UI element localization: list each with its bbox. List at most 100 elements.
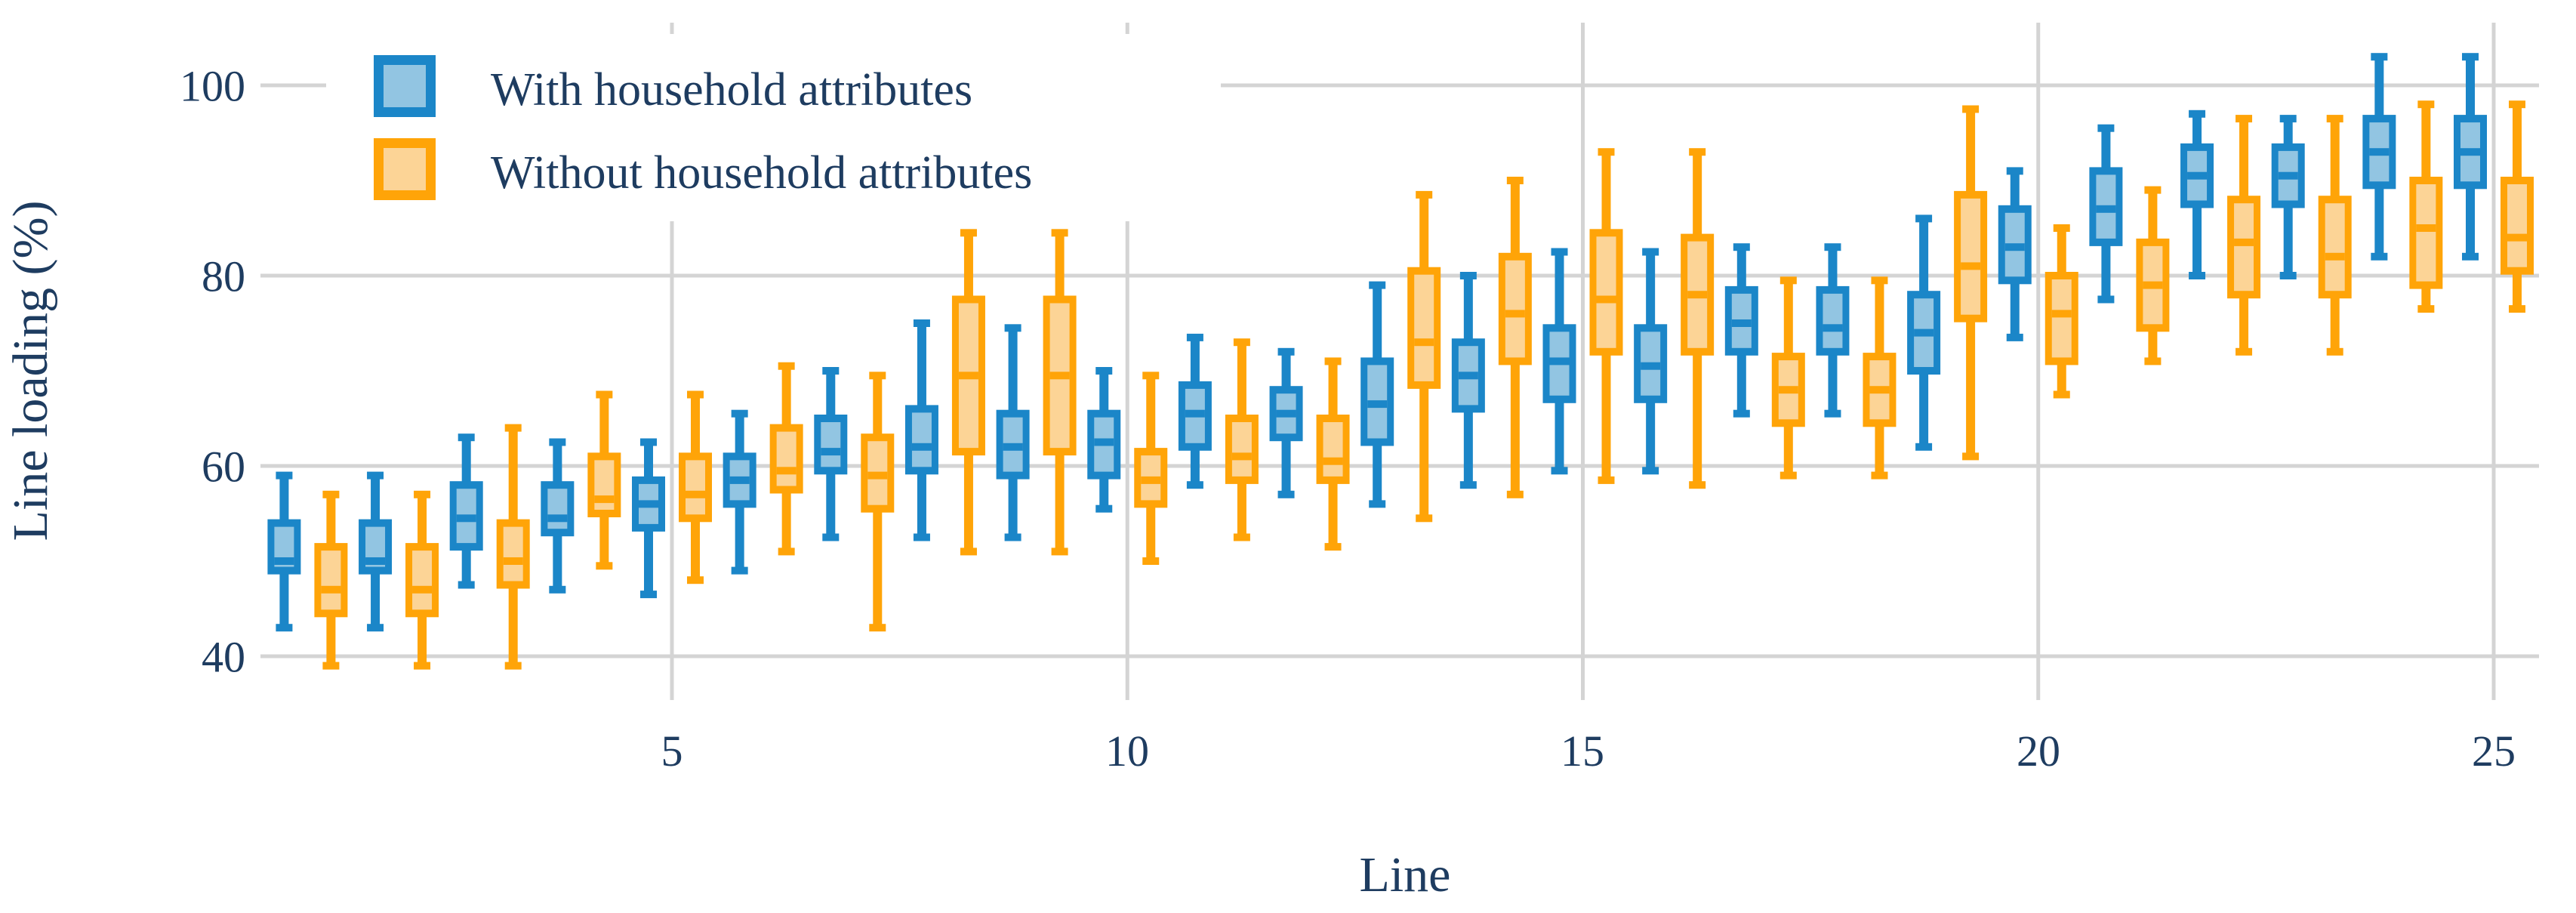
upper-cap — [1962, 105, 1980, 113]
median-line — [456, 514, 476, 523]
box-blue-line-21 — [2089, 124, 2123, 304]
upper-cap — [2144, 186, 2162, 194]
lower-cap — [1689, 481, 1706, 489]
y-axis-title: Line loading (%) — [3, 201, 58, 541]
x-tick-25: 25 — [2472, 726, 2516, 776]
upper-cap — [1186, 333, 1203, 341]
median-line — [1414, 338, 1434, 347]
box-blue-line-1 — [267, 471, 301, 632]
lower-whisker — [599, 514, 609, 566]
box-blue-line-5 — [632, 438, 665, 599]
y-axis: 100 80 60 40 Line loading (%) — [3, 61, 245, 681]
box-blue-line-6 — [723, 409, 756, 575]
lower-whisker — [1875, 423, 1884, 476]
lower-whisker — [1783, 423, 1793, 476]
box-orange-line-5 — [679, 390, 712, 585]
lower-whisker — [873, 508, 883, 628]
lower-cap — [1004, 533, 1021, 541]
median-line — [274, 557, 294, 565]
lower-cap — [1324, 543, 1342, 551]
upper-cap — [1095, 367, 1113, 375]
upper-whisker — [2148, 190, 2158, 242]
median-line — [1505, 310, 1525, 318]
lower-cap — [1142, 557, 1160, 565]
lower-cap — [778, 547, 795, 556]
h-gridline-80 — [260, 273, 2539, 278]
box-fill — [321, 551, 341, 610]
box-blue-line-9 — [996, 324, 1030, 541]
median-line — [1367, 400, 1388, 409]
box-blue-line-25 — [2454, 53, 2487, 261]
upper-whisker — [1783, 280, 1793, 357]
box-blue-line-7 — [814, 367, 848, 541]
upper-cap — [2509, 100, 2525, 109]
x-tick-20: 20 — [2017, 726, 2060, 776]
median-line — [2187, 171, 2208, 180]
lower-whisker — [735, 504, 744, 571]
upper-cap — [1369, 281, 1386, 289]
lower-cap — [869, 624, 886, 632]
upper-whisker — [599, 394, 609, 457]
upper-cap — [822, 367, 840, 375]
box-orange-line-6 — [769, 362, 803, 556]
upper-cap — [1551, 248, 1568, 256]
box-orange-line-7 — [861, 372, 895, 632]
lower-whisker — [553, 532, 562, 590]
upper-whisker — [1693, 152, 1702, 238]
upper-cap — [1733, 243, 1750, 251]
lower-whisker — [1555, 399, 1564, 471]
lower-whisker — [1008, 475, 1018, 538]
upper-whisker — [2101, 128, 2111, 171]
lower-cap — [913, 533, 930, 541]
median-line — [1869, 386, 1890, 394]
median-line — [2460, 148, 2480, 156]
upper-whisker — [644, 442, 653, 480]
box-orange-line-14 — [1498, 177, 1532, 498]
v-gridline-10 — [1125, 23, 1129, 700]
upper-cap — [2279, 115, 2297, 123]
upper-cap — [458, 433, 475, 442]
upper-whisker — [1736, 247, 1746, 290]
upper-cap — [1233, 338, 1250, 347]
lower-cap — [1051, 547, 1068, 556]
box-orange-line-9 — [1043, 229, 1077, 556]
y-tick-80: 80 — [202, 251, 245, 301]
box-fill — [1505, 260, 1525, 358]
upper-cap — [1915, 214, 1933, 223]
upper-cap — [1779, 276, 1797, 285]
lower-whisker — [2010, 280, 2020, 338]
h-gridline-100 — [260, 83, 2539, 88]
median-line — [1458, 372, 1478, 380]
legend: With household attributes Without househ… — [326, 34, 1221, 221]
lower-cap — [504, 662, 522, 670]
lower-cap — [1598, 476, 1615, 484]
upper-whisker — [2239, 119, 2249, 200]
upper-cap — [2236, 115, 2253, 123]
median-line — [2369, 148, 2390, 156]
upper-whisker — [2283, 119, 2293, 147]
x-axis-title: Line — [1360, 847, 1451, 902]
lower-whisker — [279, 570, 289, 628]
upper-whisker — [1237, 342, 1246, 418]
lower-whisker — [1919, 371, 1929, 447]
upper-cap — [1277, 347, 1295, 356]
x-tick-5: 5 — [661, 726, 683, 776]
box-blue-line-4 — [541, 438, 575, 594]
legend-swatch-blue-fill — [384, 65, 426, 107]
upper-whisker — [917, 323, 926, 409]
box-orange-line-10 — [1134, 372, 1168, 565]
legend-background — [326, 34, 1221, 221]
box-fill — [1414, 274, 1434, 381]
lower-whisker — [1281, 437, 1291, 495]
median-line — [1323, 457, 1343, 465]
lower-whisker — [1693, 351, 1702, 486]
upper-cap — [414, 490, 431, 498]
median-line — [1094, 438, 1114, 446]
lower-whisker — [917, 470, 926, 538]
upper-whisker — [371, 475, 381, 523]
upper-whisker — [1055, 233, 1065, 300]
lower-whisker — [2330, 295, 2340, 352]
lower-cap — [367, 624, 384, 632]
median-line — [1687, 291, 1708, 299]
lower-cap — [1551, 467, 1568, 475]
